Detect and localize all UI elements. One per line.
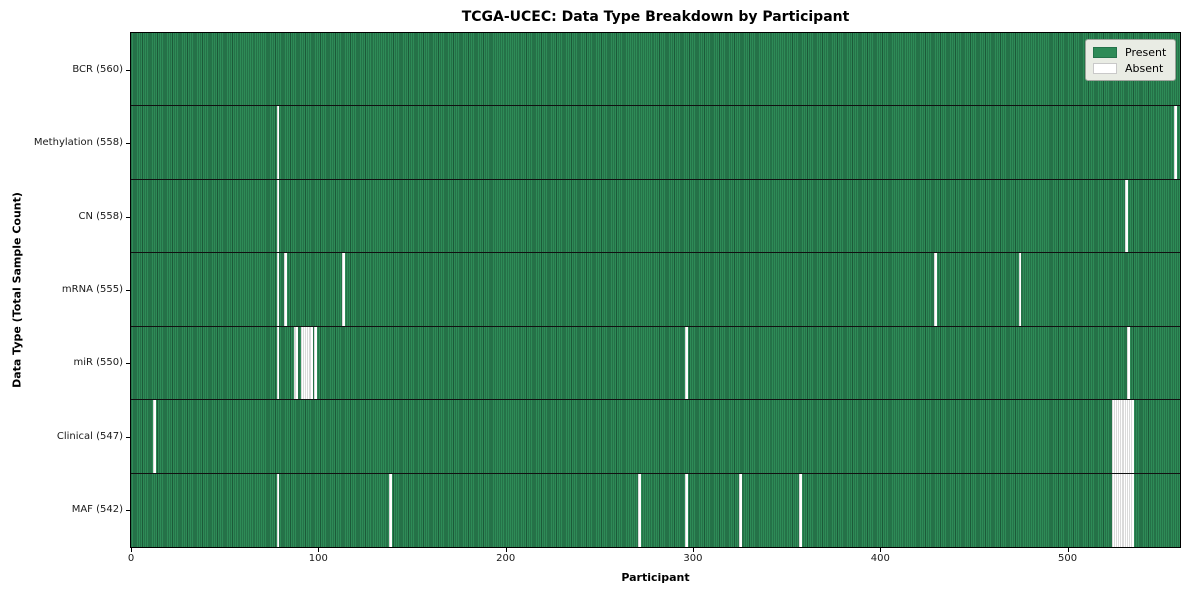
x-tick-mark — [1067, 548, 1069, 552]
absent-stripe — [739, 473, 743, 547]
absent-stripe — [276, 106, 280, 179]
absent-stripe — [934, 253, 937, 326]
absent-stripe — [284, 253, 287, 326]
absent-stripe — [304, 326, 308, 400]
absent-stripe — [276, 473, 280, 547]
absent-stripe — [1121, 400, 1125, 473]
y-tick-mark — [126, 436, 130, 438]
x-tick-mark — [131, 548, 132, 552]
y-tick-mark — [126, 510, 130, 512]
absent-stripe — [1125, 179, 1128, 253]
x-tick-mark — [505, 548, 507, 552]
absent-stripe — [276, 253, 280, 326]
y-tick-label: BCR (560) — [72, 63, 123, 75]
absent-stripe — [1127, 400, 1130, 473]
x-tick-label: 300 — [683, 553, 703, 564]
absent-stripe — [308, 326, 312, 400]
absent-stripe — [1018, 253, 1022, 326]
y-tick-mark — [126, 216, 130, 218]
heatmap-row-maf — [131, 473, 1180, 547]
absent-stripe — [153, 400, 156, 473]
y-tick-mark — [126, 69, 130, 71]
absent-stripe — [1125, 400, 1128, 473]
heatmap-row-mir — [131, 326, 1180, 401]
absent-stripe — [1125, 473, 1128, 547]
absent-stripe — [1129, 400, 1132, 473]
absent-stripe — [685, 326, 688, 400]
absent-stripe — [1119, 400, 1123, 473]
absent-stripe — [1127, 326, 1130, 400]
absent-stripe — [1117, 400, 1121, 473]
absent-stripe — [276, 326, 280, 400]
absent-stripe — [1115, 473, 1119, 547]
y-tick-mark — [126, 363, 130, 365]
absent-stripe — [1123, 473, 1127, 547]
absent-stripe — [1114, 473, 1117, 547]
x-tick-label: 0 — [127, 553, 135, 564]
absent-stripe — [1117, 473, 1121, 547]
absent-stripe — [310, 326, 314, 400]
x-axis-label: Participant — [621, 571, 690, 584]
legend-label-present: Present — [1125, 45, 1167, 59]
heatmap-row-mrna — [131, 253, 1180, 327]
heatmap-row-methylation — [131, 106, 1180, 180]
absent-stripe — [1123, 400, 1127, 473]
y-tick-label: miR (550) — [73, 357, 123, 369]
absent-stripe — [306, 326, 310, 400]
legend: Present Absent — [1085, 39, 1176, 81]
absent-stripe — [1130, 400, 1134, 473]
absent-stripe — [342, 253, 345, 326]
absent-stripe — [1121, 473, 1125, 547]
absent-stripe — [685, 473, 688, 547]
x-tick-mark — [318, 548, 320, 552]
absent-stripe — [1129, 473, 1132, 547]
absent-stripe — [799, 473, 802, 547]
absent-swatch-icon — [1093, 62, 1117, 74]
absent-stripe — [302, 326, 306, 400]
x-tick-label: 200 — [496, 553, 516, 564]
absent-stripe — [1112, 400, 1115, 473]
absent-stripe — [1119, 473, 1123, 547]
plot-area — [130, 32, 1181, 548]
absent-stripe — [1127, 473, 1130, 547]
legend-item-present: Present — [1093, 44, 1168, 60]
x-tick-label: 400 — [870, 553, 890, 564]
heatmap-row-clinical — [131, 400, 1180, 474]
absent-stripe — [1173, 106, 1177, 179]
heatmap-row-cn — [131, 179, 1180, 254]
absent-stripe — [1130, 473, 1134, 547]
chart-title: TCGA-UCEC: Data Type Breakdown by Partic… — [461, 9, 850, 25]
absent-stripe — [301, 326, 304, 400]
present-swatch-icon — [1093, 46, 1117, 58]
y-tick-label: Methylation (558) — [33, 137, 123, 149]
absent-stripe — [389, 473, 392, 547]
y-tick-label: CN (558) — [78, 210, 123, 222]
y-tick-mark — [126, 143, 130, 145]
x-tick-label: 500 — [1058, 553, 1078, 564]
legend-label-absent: Absent — [1125, 61, 1164, 75]
absent-stripe — [1112, 473, 1115, 547]
absent-stripe — [295, 326, 299, 400]
absent-stripe — [638, 473, 641, 547]
absent-stripe — [1115, 400, 1119, 473]
x-tick-label: 100 — [308, 553, 328, 564]
heatmap-row-bcr — [131, 33, 1180, 107]
absent-stripe — [276, 179, 280, 253]
absent-stripe — [293, 326, 297, 400]
x-tick-mark — [880, 548, 882, 552]
y-tick-label: mRNA (555) — [61, 284, 123, 295]
y-tick-mark — [126, 290, 130, 291]
x-tick-mark — [692, 548, 694, 552]
legend-item-absent: Absent — [1093, 60, 1168, 76]
y-tick-label: MAF (542) — [71, 504, 123, 516]
absent-stripe — [314, 326, 317, 400]
y-tick-label: Clinical (547) — [56, 430, 123, 442]
absent-stripe — [1114, 400, 1117, 473]
